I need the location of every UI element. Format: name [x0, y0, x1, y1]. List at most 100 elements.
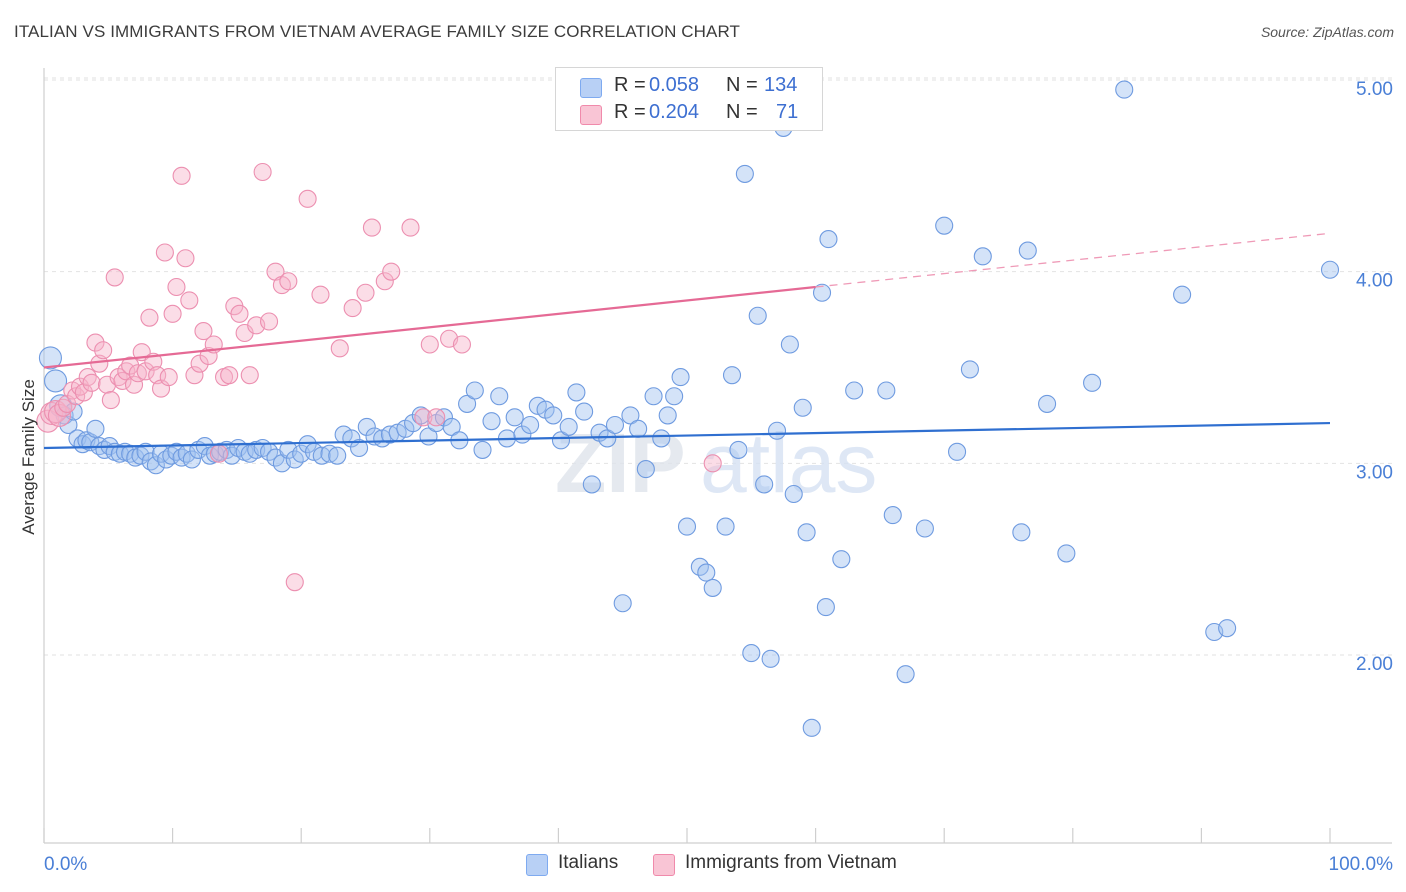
trend-line-vietnam-extension	[815, 232, 1331, 288]
point-italians	[442, 417, 461, 436]
point-italians	[658, 406, 677, 425]
point-italians	[182, 450, 201, 469]
point-italians	[636, 460, 655, 479]
point-vietnam	[172, 166, 191, 185]
point-italians	[59, 415, 78, 435]
y-axis-label: Average Family Size	[19, 379, 38, 535]
point-italians	[973, 247, 992, 266]
point-italians	[328, 446, 347, 465]
point-italians	[1018, 241, 1037, 260]
point-italians	[312, 446, 331, 465]
point-italians	[819, 230, 838, 249]
bottom-legend-label-vietnam: Immigrants from Vietnam	[685, 852, 897, 873]
point-italians	[883, 506, 902, 525]
point-italians	[1038, 394, 1057, 413]
legend-r-label: R =	[614, 101, 646, 123]
point-vietnam	[40, 401, 64, 426]
point-italians	[629, 419, 648, 438]
point-vietnam	[356, 283, 375, 302]
point-italians	[544, 406, 563, 425]
bottom-legend-swatch-vietnam	[653, 854, 675, 876]
point-italians	[575, 402, 594, 421]
point-italians	[521, 415, 540, 435]
point-italians	[357, 417, 376, 436]
y-tick-label: 3.00	[1356, 462, 1393, 483]
point-italians	[1218, 619, 1237, 638]
point-italians	[755, 475, 774, 494]
point-italians	[621, 406, 640, 425]
point-italians	[551, 431, 571, 450]
point-vietnam	[163, 304, 182, 323]
point-vietnam	[180, 291, 199, 310]
point-italians	[832, 550, 851, 569]
point-vietnam	[240, 366, 259, 385]
point-italians	[86, 419, 105, 438]
point-italians	[490, 387, 509, 406]
point-vietnam	[427, 408, 446, 427]
point-vietnam	[230, 304, 249, 323]
point-italians	[742, 644, 761, 663]
legend-row-italians: R = 0.058 N = 134	[556, 74, 822, 100]
point-italians	[559, 417, 578, 436]
point-italians	[960, 360, 979, 379]
point-vietnam	[148, 366, 167, 385]
legend-n-label: N =	[726, 101, 758, 123]
point-italians	[482, 412, 501, 431]
legend-row-vietnam: R = 0.204 N = 71	[556, 101, 822, 127]
point-italians	[1115, 80, 1134, 99]
point-italians	[44, 369, 68, 393]
point-vietnam	[74, 383, 93, 402]
point-italians	[465, 381, 484, 400]
point-vietnam	[279, 272, 298, 291]
trend-line-vietnam	[43, 285, 816, 369]
point-italians	[935, 216, 954, 235]
chart-title: ITALIAN VS IMMIGRANTS FROM VIETNAM AVERA…	[14, 22, 741, 41]
point-vietnam	[94, 341, 113, 360]
point-vietnam	[703, 454, 722, 473]
point-vietnam	[452, 335, 472, 354]
point-vietnam	[113, 371, 132, 390]
x-tick-label-start: 0.0%	[44, 854, 87, 875]
point-vietnam	[253, 162, 272, 182]
point-vietnam	[155, 243, 174, 262]
point-italians	[812, 283, 832, 302]
point-italians	[598, 429, 617, 448]
point-italians	[784, 484, 803, 504]
point-italians	[64, 402, 83, 421]
point-vietnam	[209, 444, 228, 463]
point-italians	[735, 164, 754, 183]
point-italians	[802, 718, 821, 737]
point-italians	[665, 387, 684, 406]
point-italians	[816, 598, 835, 617]
point-italians	[411, 406, 430, 425]
y-tick-label: 2.00	[1356, 654, 1393, 675]
point-italians	[605, 415, 625, 435]
point-italians	[644, 387, 663, 406]
point-italians	[652, 429, 671, 448]
legend-n-value: 134	[764, 74, 798, 96]
point-italians	[797, 523, 816, 542]
grid-lines	[44, 77, 1392, 656]
legend-box: R = 0.058 N = 134 R = 0.204 N = 71	[555, 67, 823, 131]
point-italians	[877, 381, 896, 400]
point-vietnam	[185, 366, 204, 385]
point-vietnam	[194, 322, 213, 341]
point-italians	[298, 435, 317, 454]
point-vietnam	[298, 189, 317, 208]
point-italians	[146, 456, 165, 475]
point-italians	[671, 368, 690, 387]
point-vietnam	[362, 218, 381, 237]
legend-swatch-vietnam	[580, 105, 602, 125]
point-vietnam	[414, 408, 433, 427]
point-italians	[613, 594, 632, 613]
point-vietnam	[136, 362, 155, 381]
legend-swatch-italians	[580, 78, 602, 98]
trend-line-italians	[43, 421, 1331, 450]
y-tick-label: 4.00	[1356, 271, 1393, 292]
point-vietnam	[311, 285, 330, 304]
trend-lines	[43, 232, 1331, 450]
legend-r-label: R =	[614, 74, 646, 96]
y-tick-label: 5.00	[1356, 79, 1393, 100]
point-vietnam	[420, 335, 439, 354]
point-vietnam	[105, 268, 124, 287]
